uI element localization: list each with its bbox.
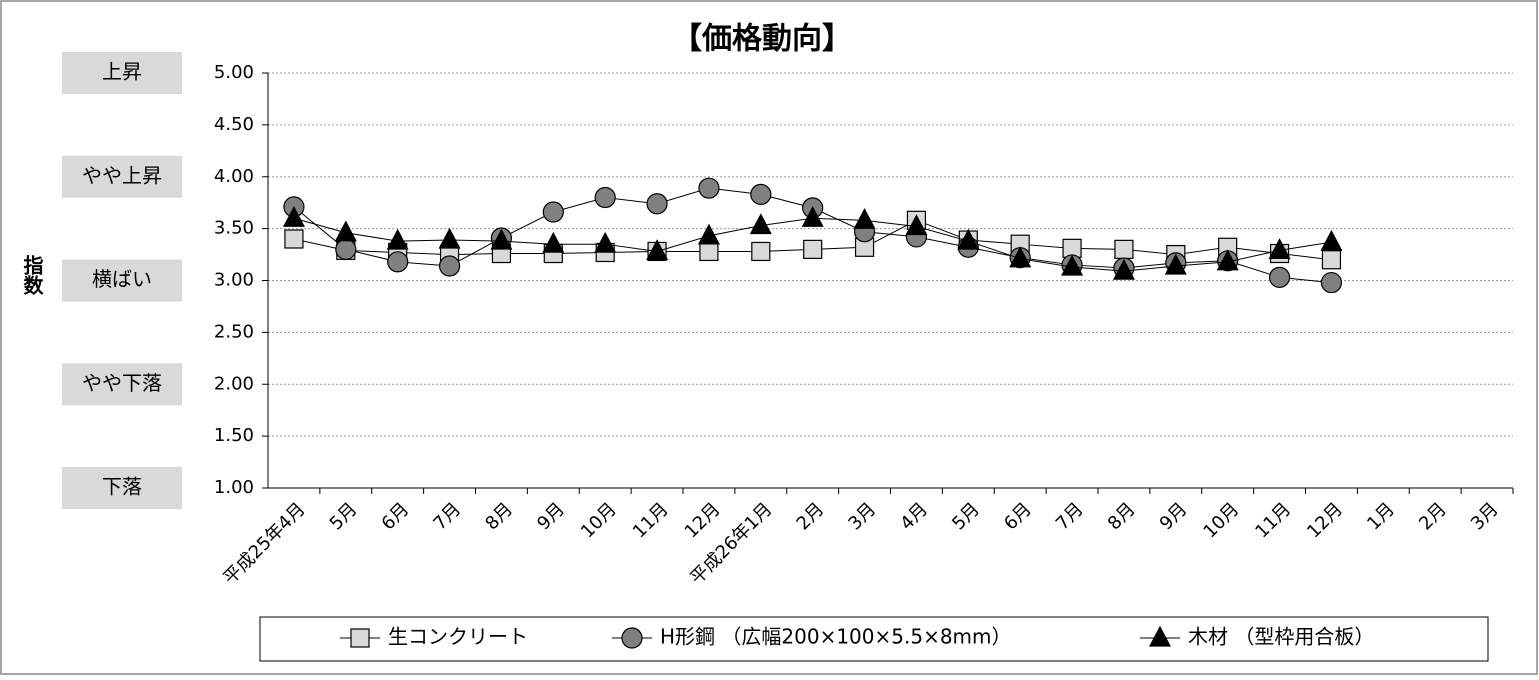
- data-point: [957, 228, 980, 250]
- data-point: [1321, 250, 1342, 270]
- data-point: [803, 239, 823, 259]
- y-tick-label: 2.00: [214, 373, 254, 394]
- data-point: [594, 231, 617, 253]
- data-point: [697, 223, 720, 245]
- legend-marker: [350, 628, 370, 648]
- data-point: [438, 227, 461, 249]
- chart-title: 【価格動向】: [672, 22, 852, 57]
- data-point: [335, 238, 357, 260]
- data-point: [1114, 239, 1134, 259]
- level-box: [62, 155, 182, 198]
- level-box: [62, 259, 182, 302]
- level-label: 下落: [102, 475, 142, 499]
- data-point: [749, 213, 772, 235]
- data-point: [1320, 271, 1343, 294]
- data-point: [334, 220, 357, 242]
- data-point: [1061, 254, 1084, 276]
- data-point: [801, 205, 824, 227]
- data-point: [750, 183, 772, 205]
- data-point: [542, 201, 564, 223]
- data-point: [905, 214, 928, 236]
- legend-label: 木材 （型枠用合板）: [1188, 625, 1374, 649]
- data-point: [1216, 249, 1239, 271]
- y-tick-label: 1.50: [214, 425, 254, 446]
- data-point: [1268, 266, 1291, 288]
- data-point: [1009, 246, 1032, 268]
- legend-marker: [621, 627, 643, 649]
- data-point: [853, 208, 876, 229]
- data-point: [1112, 258, 1135, 280]
- legend-label: 生コンクリート: [388, 625, 528, 649]
- level-label: やや下落: [82, 371, 162, 395]
- legend-marker: [1149, 625, 1171, 647]
- data-point: [646, 193, 668, 215]
- level-label: 横ばい: [92, 267, 152, 291]
- data-point: [438, 255, 461, 277]
- y-tick-label: 3.00: [214, 270, 254, 291]
- y-tick-label: 4.00: [214, 166, 254, 187]
- data-point: [1320, 229, 1343, 251]
- data-point: [594, 186, 616, 209]
- data-point: [751, 241, 771, 262]
- y-tick-label: 4.50: [214, 114, 254, 135]
- level-label: 上昇: [102, 60, 142, 84]
- data-point: [282, 205, 305, 227]
- level-box: [62, 363, 182, 406]
- data-point: [699, 241, 719, 262]
- data-point: [542, 231, 565, 253]
- y-tick-label: 5.00: [214, 62, 254, 83]
- y-axis-label: 指数: [20, 254, 44, 296]
- data-point: [698, 177, 720, 199]
- level-label: やや上昇: [82, 163, 162, 187]
- legend-box: [259, 616, 1489, 662]
- data-point: [646, 239, 669, 261]
- y-tick-label: 3.50: [214, 218, 254, 239]
- level-box: [62, 467, 182, 509]
- legend-label: H形鋼 （広幅200×100×5.5×8mm）: [660, 625, 1012, 649]
- data-point: [1268, 238, 1291, 260]
- y-tick-label: 2.50: [214, 321, 254, 342]
- data-point: [387, 251, 409, 273]
- level-box: [62, 52, 182, 94]
- data-point: [284, 229, 304, 249]
- y-tick-label: 1.00: [214, 477, 254, 498]
- data-point: [386, 228, 409, 250]
- data-point: [1164, 253, 1187, 275]
- data-point: [490, 228, 513, 250]
